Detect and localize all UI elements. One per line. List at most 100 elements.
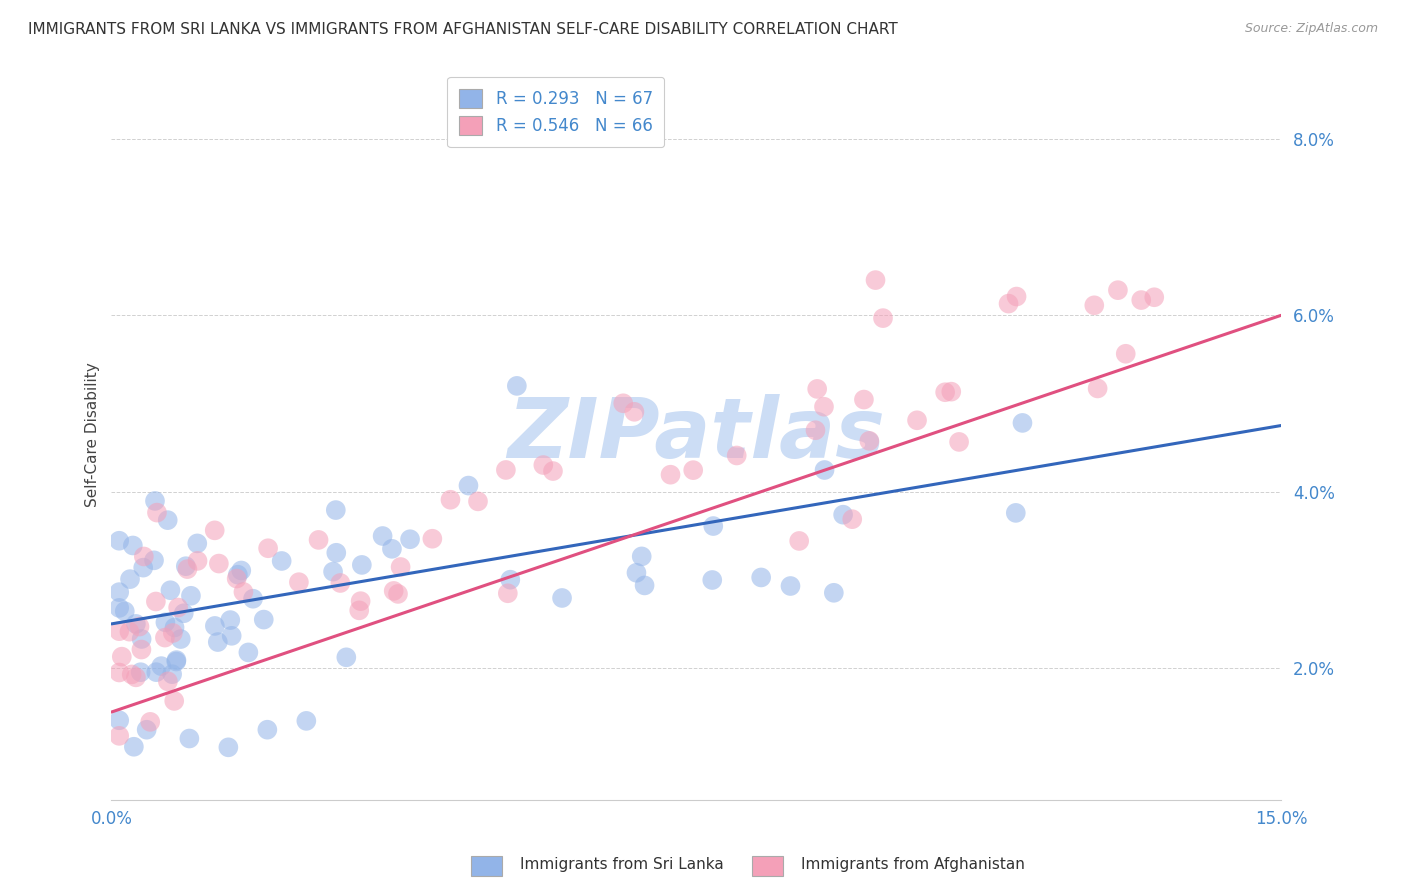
Point — [108, 533, 131, 548]
Point — [329, 576, 352, 591]
Point — [841, 512, 863, 526]
Point — [111, 649, 134, 664]
Point — [852, 392, 875, 407]
Point — [108, 585, 131, 599]
Point — [163, 694, 186, 708]
Point — [934, 385, 956, 400]
Point — [659, 467, 682, 482]
Point — [495, 463, 517, 477]
Point — [125, 670, 148, 684]
Point — [702, 519, 724, 533]
Point — [180, 589, 202, 603]
Point — [823, 586, 845, 600]
Point — [399, 533, 422, 547]
Point — [156, 674, 179, 689]
Text: IMMIGRANTS FROM SRI LANKA VS IMMIGRANTS FROM AFGHANISTAN SELF-CARE DISABILITY CO: IMMIGRANTS FROM SRI LANKA VS IMMIGRANTS … — [28, 22, 898, 37]
Point — [1130, 293, 1153, 307]
Point — [702, 573, 724, 587]
Point — [457, 478, 479, 492]
Point — [804, 423, 827, 437]
Point — [256, 723, 278, 737]
Point — [1004, 506, 1026, 520]
Point — [132, 549, 155, 564]
Point — [232, 585, 254, 599]
Point — [630, 549, 652, 564]
Point — [865, 273, 887, 287]
Point — [382, 583, 405, 598]
Point — [308, 533, 330, 547]
Point — [335, 650, 357, 665]
Point — [325, 503, 347, 517]
Point — [118, 624, 141, 639]
Point — [787, 533, 810, 548]
Point — [832, 508, 855, 522]
Point — [1087, 381, 1109, 395]
Y-axis label: Self-Care Disability: Self-Care Disability — [86, 362, 100, 507]
Point — [1115, 347, 1137, 361]
Point — [997, 296, 1019, 310]
Point — [238, 645, 260, 659]
Text: Immigrants from Sri Lanka: Immigrants from Sri Lanka — [520, 857, 724, 872]
Point — [242, 591, 264, 606]
Point — [208, 557, 231, 571]
Point — [439, 492, 461, 507]
Point — [551, 591, 574, 605]
Point — [174, 559, 197, 574]
Point — [1005, 289, 1028, 303]
Point — [108, 729, 131, 743]
Point — [219, 613, 242, 627]
Point — [496, 586, 519, 600]
Point — [612, 396, 634, 410]
Point — [139, 714, 162, 729]
Point — [288, 575, 311, 590]
Point — [131, 632, 153, 646]
Point — [166, 653, 188, 667]
Point — [813, 463, 835, 477]
Point — [226, 567, 249, 582]
Point — [231, 564, 253, 578]
Point — [170, 632, 193, 646]
Point — [948, 434, 970, 449]
Point — [204, 524, 226, 538]
Point — [121, 539, 143, 553]
Point — [167, 600, 190, 615]
Point — [132, 560, 155, 574]
Point — [506, 379, 529, 393]
Point — [173, 607, 195, 621]
Text: Source: ZipAtlas.com: Source: ZipAtlas.com — [1244, 22, 1378, 36]
Point — [1107, 283, 1129, 297]
Point — [371, 529, 394, 543]
Text: Immigrants from Afghanistan: Immigrants from Afghanistan — [801, 857, 1025, 872]
Point — [350, 558, 373, 572]
Point — [806, 382, 828, 396]
Point — [682, 463, 704, 477]
Point — [779, 579, 801, 593]
Point — [125, 616, 148, 631]
Point — [135, 723, 157, 737]
Point — [114, 604, 136, 618]
Point — [159, 583, 181, 598]
Point — [131, 642, 153, 657]
Point — [322, 565, 344, 579]
Point — [179, 731, 201, 746]
Point — [858, 434, 880, 448]
Point — [467, 494, 489, 508]
Point — [253, 613, 276, 627]
Point — [145, 594, 167, 608]
Point — [186, 536, 208, 550]
Point — [1011, 416, 1033, 430]
Point — [905, 413, 928, 427]
Point — [813, 400, 835, 414]
Point — [162, 626, 184, 640]
Point — [749, 570, 772, 584]
Point — [725, 449, 748, 463]
Point — [257, 541, 280, 556]
Point — [108, 713, 131, 727]
Point — [541, 464, 564, 478]
Point — [121, 667, 143, 681]
Point — [221, 629, 243, 643]
Point — [623, 405, 645, 419]
Point — [128, 619, 150, 633]
Point — [176, 562, 198, 576]
Point — [295, 714, 318, 728]
